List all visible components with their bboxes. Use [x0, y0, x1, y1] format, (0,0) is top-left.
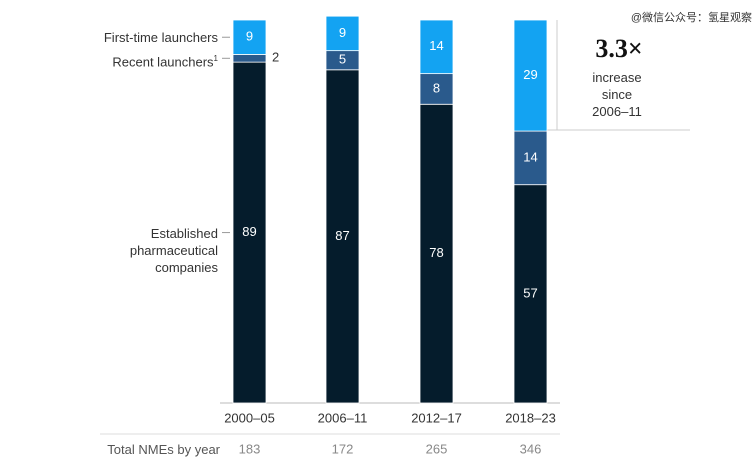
bar-segment: [232, 54, 267, 63]
bar-segment: [419, 19, 454, 75]
x-tick-label: 2018–23: [505, 410, 556, 425]
data-label: 5: [339, 52, 346, 67]
data-label: 9: [339, 25, 346, 40]
footnote-marker: 1: [213, 54, 218, 64]
annotation-headline: 3.3×: [595, 34, 642, 63]
data-label: 78: [429, 245, 443, 260]
data-label: 8: [433, 80, 440, 95]
bar-segment: [325, 69, 360, 404]
bar-segment: [419, 103, 454, 404]
data-label: 14: [429, 38, 443, 53]
total-value: 183: [239, 441, 261, 456]
x-tick-label: 2012–17: [411, 410, 462, 425]
data-label: 9: [246, 29, 253, 44]
data-label: 87: [335, 228, 349, 243]
bar-segment: [513, 19, 548, 132]
data-label: 29: [523, 67, 537, 82]
legend-label: First-time launchers: [103, 30, 218, 46]
data-label: 14: [523, 149, 537, 164]
bar-segment: [513, 130, 548, 186]
data-label: 89: [242, 224, 256, 239]
bar-segment: [419, 73, 454, 105]
legend-label: Established pharmaceutical companies: [129, 225, 218, 275]
total-value: 346: [520, 441, 542, 456]
x-tick-label: 2006–11: [318, 410, 368, 425]
total-value: 172: [332, 441, 354, 456]
totals-label: Total NMEs by year: [107, 442, 220, 457]
bar-segment: [232, 19, 267, 55]
data-label: 2: [272, 50, 279, 65]
bar-segment: [513, 184, 548, 404]
annotation-text: increase since 2006–11: [592, 70, 642, 119]
data-label: 57: [523, 285, 537, 300]
bar-segment: [325, 15, 360, 52]
total-value: 265: [426, 441, 448, 456]
watermark: @微信公众号：氢星观察: [631, 10, 752, 24]
legend-label: Recent launchers1: [112, 54, 218, 70]
x-tick-label: 2000–05: [224, 410, 275, 425]
